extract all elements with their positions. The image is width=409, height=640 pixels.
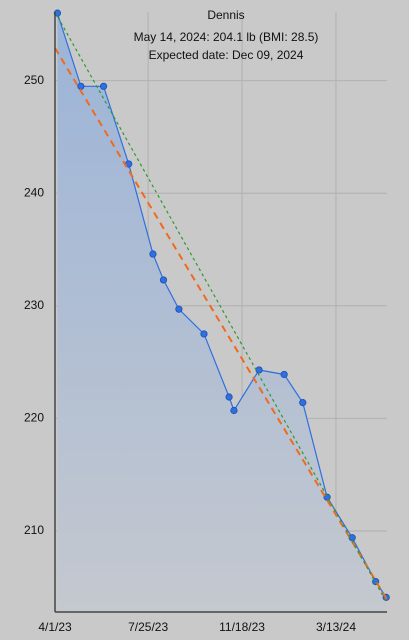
point	[99, 82, 108, 90]
y-tick-label: 250	[24, 73, 44, 87]
point	[299, 399, 307, 407]
y-tick-label: 210	[24, 523, 44, 537]
chart-subtitle: May 14, 2024: 204.1 lb (BMI: 28.5)	[134, 30, 319, 44]
point	[200, 330, 208, 338]
x-tick-label: 3/13/24	[316, 620, 356, 634]
y-tick-label: 220	[24, 411, 44, 425]
y-tick-label: 240	[24, 185, 44, 199]
x-tick-label: 4/1/23	[38, 620, 72, 634]
x-tick-label: 11/18/23	[219, 620, 265, 634]
point	[175, 305, 183, 313]
point	[53, 9, 62, 17]
point	[280, 370, 288, 379]
point	[149, 250, 157, 258]
point	[159, 276, 168, 284]
point	[225, 393, 233, 401]
point	[255, 366, 263, 374]
point	[77, 82, 85, 90]
trend-line	[54, 11, 388, 604]
y-tick-label: 230	[24, 298, 44, 312]
annotation: Expected date: Dec 09, 2024	[149, 48, 304, 62]
chart-title: Dennis	[207, 8, 244, 22]
x-tick-label: 7/25/23	[128, 620, 168, 634]
point	[230, 406, 238, 415]
